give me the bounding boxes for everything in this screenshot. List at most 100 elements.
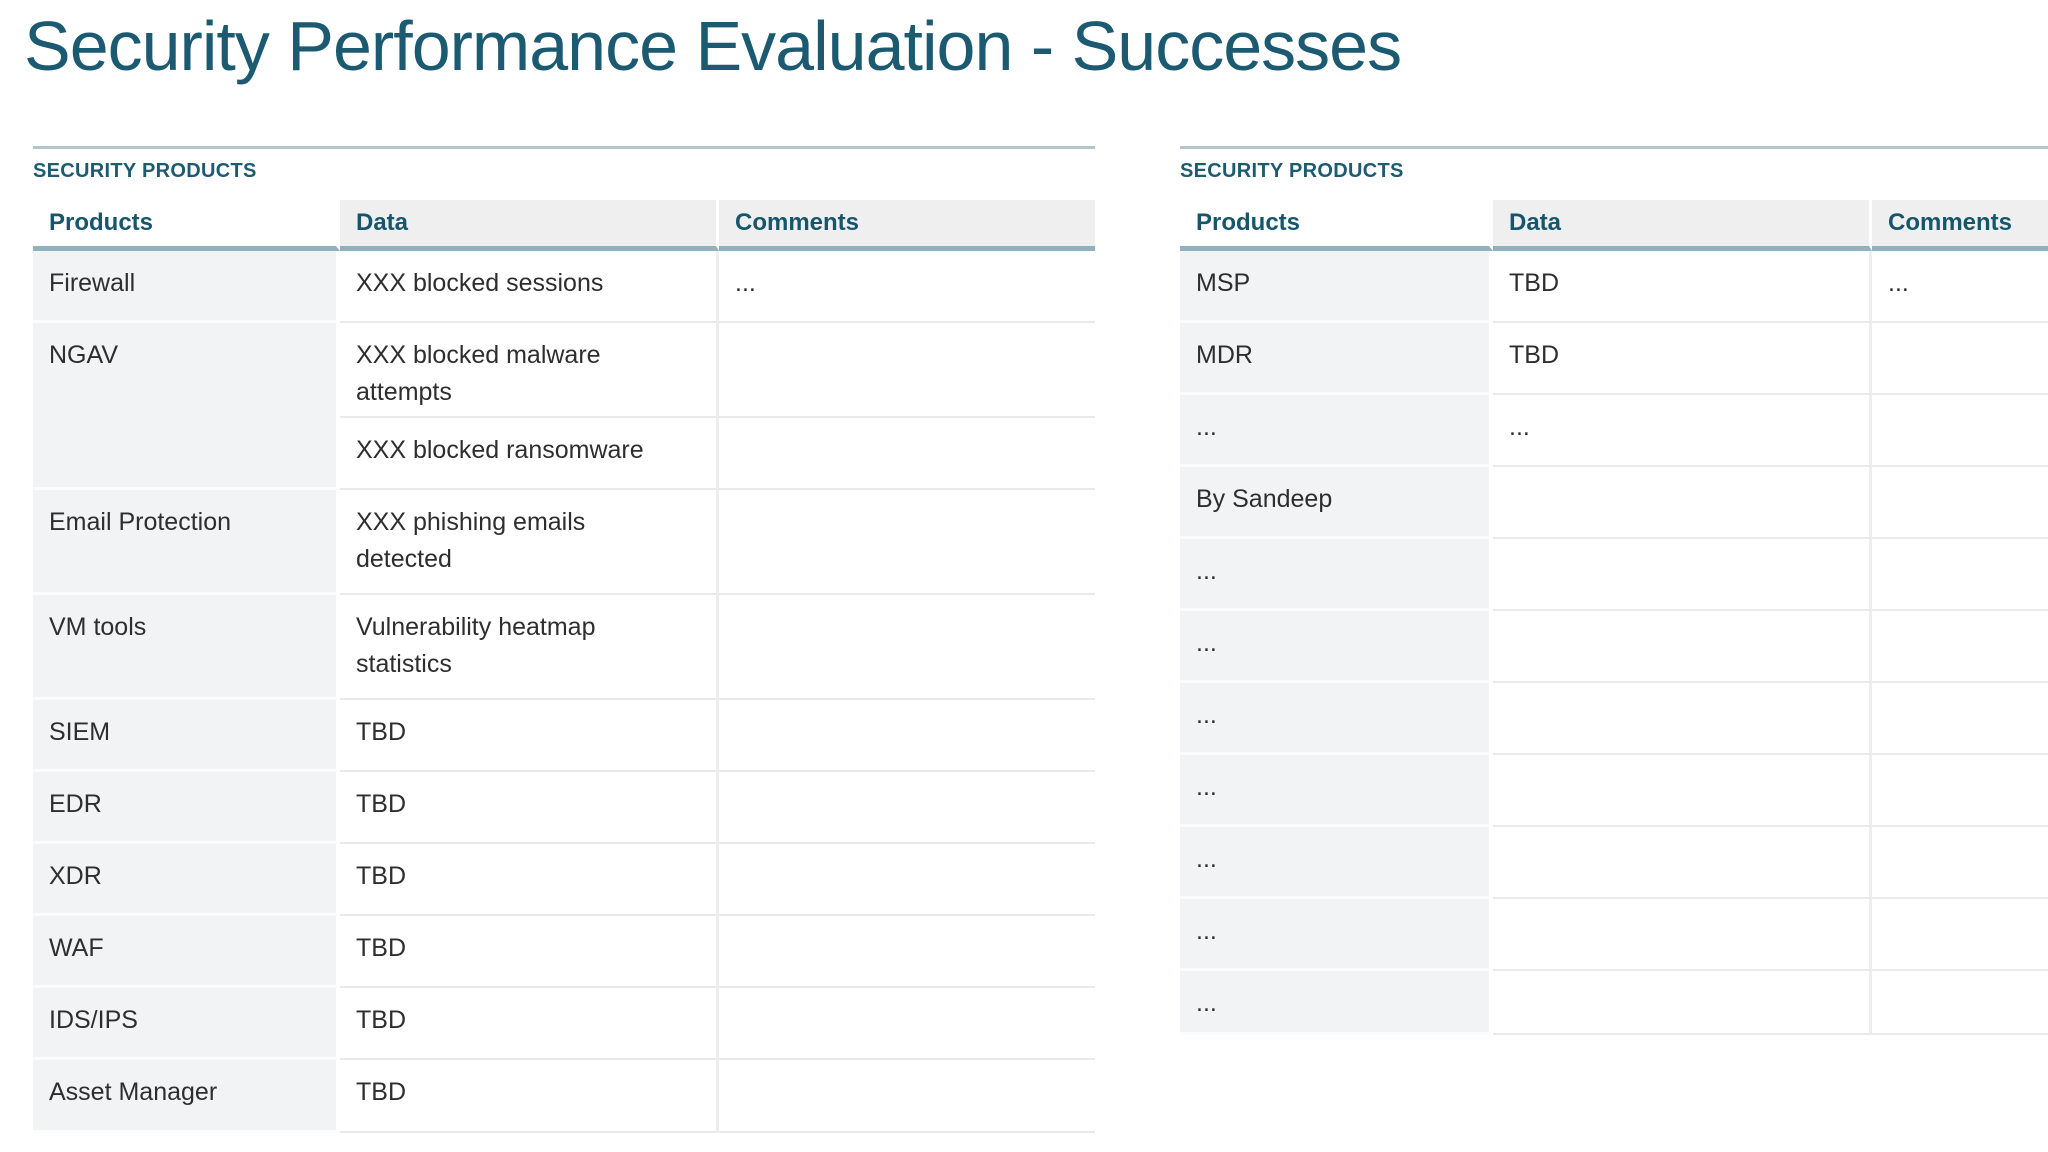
security-products-panel-left: SECURITY PRODUCTS Products Data Comments Fi… <box>33 146 1095 1133</box>
products-cell: XDR <box>33 844 340 916</box>
comments-cell <box>719 490 1095 595</box>
comments-cell <box>719 1060 1095 1133</box>
products-cell: VM tools <box>33 595 340 700</box>
data-cell: XXX blocked ransomware <box>340 418 719 490</box>
table-row: MSP TBD... <box>1180 251 2048 323</box>
table-row: ... <box>1180 827 2048 899</box>
data-cell <box>1493 827 1872 899</box>
table-row: ... <box>1180 539 2048 611</box>
data-cell: XXX blocked sessions <box>340 251 719 323</box>
data-cell <box>1493 467 1872 539</box>
table-row: NGAV XXX blocked malware attempts <box>33 323 1095 490</box>
divider <box>33 146 1095 149</box>
column-header-products: Products <box>33 200 340 251</box>
products-cell: EDR <box>33 772 340 844</box>
comments-cell: ... <box>1872 251 2048 323</box>
table-row: ... <box>1180 683 2048 755</box>
data-cell: TBD <box>1493 251 1872 323</box>
data-cell <box>1493 971 1872 1035</box>
comments-cell <box>1872 971 2048 1035</box>
data-cell <box>1493 611 1872 683</box>
products-cell: NGAV <box>33 323 340 490</box>
products-cell: ... <box>1180 899 1493 971</box>
data-cell <box>1493 755 1872 827</box>
comments-cell <box>1872 611 2048 683</box>
data-cell <box>1493 539 1872 611</box>
data-cell <box>1493 683 1872 755</box>
products-cell: ... <box>1180 827 1493 899</box>
data-cell: XXX blocked malware attempts <box>340 323 719 418</box>
products-cell: Email Protection <box>33 490 340 595</box>
products-cell: ... <box>1180 683 1493 755</box>
table-row: Asset Manager TBD <box>33 1060 1095 1133</box>
page-title: Security Performance Evaluation - Succes… <box>24 7 1402 85</box>
data-cell: TBD <box>1493 323 1872 395</box>
divider <box>1180 146 2048 149</box>
security-products-table-right: Products Data Comments MSP TBD... MDR TBD.....… <box>1180 200 2048 1035</box>
table-row: MDR TBD <box>1180 323 2048 395</box>
column-header-data: Data <box>1493 200 1872 251</box>
comments-cell <box>1872 395 2048 467</box>
table-row: XDR TBD <box>33 844 1095 916</box>
data-cell <box>1493 899 1872 971</box>
products-cell: IDS/IPS <box>33 988 340 1060</box>
table-row: VM tools Vulnerability heatmap statistics <box>33 595 1095 700</box>
data-cell: TBD <box>340 988 719 1060</box>
column-header-data: Data <box>340 200 719 251</box>
comments-cell <box>719 772 1095 844</box>
products-cell: WAF <box>33 916 340 988</box>
data-cell: TBD <box>340 772 719 844</box>
products-cell: Firewall <box>33 251 340 323</box>
section-label: SECURITY PRODUCTS <box>33 160 257 182</box>
comments-cell <box>1872 467 2048 539</box>
table-row: ... <box>1180 899 2048 971</box>
table-header-row: Products Data Comments <box>1180 200 2048 251</box>
comments-cell <box>1872 755 2048 827</box>
data-cell: TBD <box>340 700 719 772</box>
comments-cell <box>1872 539 2048 611</box>
products-cell: ... <box>1180 755 1493 827</box>
products-cell: MDR <box>1180 323 1493 395</box>
table-row: ... <box>1180 755 2048 827</box>
products-cell: MSP <box>1180 251 1493 323</box>
data-cell: TBD <box>340 844 719 916</box>
comments-cell <box>719 418 1095 490</box>
products-cell: ... <box>1180 971 1493 1035</box>
data-cell: TBD <box>340 916 719 988</box>
table-row: IDS/IPS TBD <box>33 988 1095 1060</box>
column-header-products: Products <box>1180 200 1493 251</box>
column-header-comments: Comments <box>1872 200 2048 251</box>
comments-cell <box>719 595 1095 700</box>
products-cell: Asset Manager <box>33 1060 340 1133</box>
comments-cell <box>1872 323 2048 395</box>
products-cell: ... <box>1180 611 1493 683</box>
table-row: SIEM TBD <box>33 700 1095 772</box>
table-row: XXX blocked ransomware <box>33 418 1095 490</box>
data-cell: TBD <box>340 1060 719 1133</box>
data-cell: Vulnerability heatmap statistics <box>340 595 719 700</box>
table-header-row: Products Data Comments <box>33 200 1095 251</box>
comments-cell <box>1872 827 2048 899</box>
table-row: ... <box>1180 971 2048 1035</box>
data-cell: XXX phishing emails detected <box>340 490 719 595</box>
table-row: ...... <box>1180 395 2048 467</box>
comments-cell <box>719 323 1095 418</box>
products-cell: ... <box>1180 395 1493 467</box>
products-cell: By Sandeep <box>1180 467 1493 539</box>
comments-cell: ... <box>719 251 1095 323</box>
column-header-comments: Comments <box>719 200 1095 251</box>
table-row: ... <box>1180 611 2048 683</box>
comments-cell <box>719 700 1095 772</box>
table-row: EDR TBD <box>33 772 1095 844</box>
data-cell: ... <box>1493 395 1872 467</box>
comments-cell <box>1872 899 2048 971</box>
comments-cell <box>719 916 1095 988</box>
table-row: By Sandeep <box>1180 467 2048 539</box>
security-products-table-left: Products Data Comments Firewall XXX blocked … <box>33 200 1095 1133</box>
section-label: SECURITY PRODUCTS <box>1180 160 1404 182</box>
table-row: Email Protection XXX phishing emails dete… <box>33 490 1095 595</box>
comments-cell <box>719 844 1095 916</box>
table-row: WAF TBD <box>33 916 1095 988</box>
security-products-panel-right: SECURITY PRODUCTS Products Data Comments MS… <box>1180 146 2048 1035</box>
